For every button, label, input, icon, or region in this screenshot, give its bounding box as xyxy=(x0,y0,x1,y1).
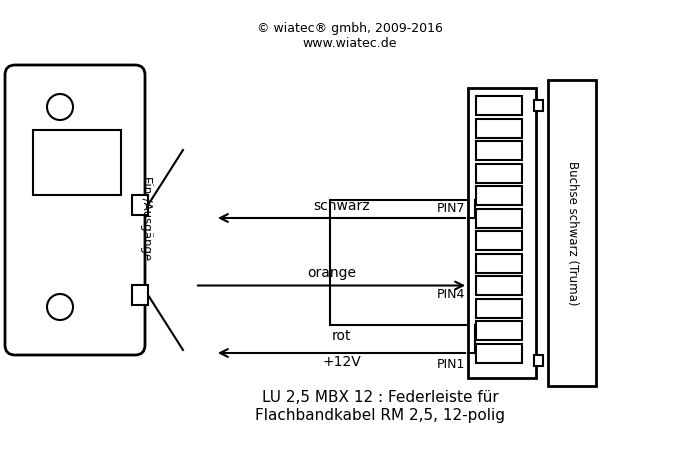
Text: Flachbandkabel RM 2,5, 12-polig: Flachbandkabel RM 2,5, 12-polig xyxy=(255,408,505,423)
Bar xyxy=(132,195,148,215)
Text: PIN1: PIN1 xyxy=(437,358,465,371)
Text: LU 2,5 MBX 12 : Federleiste für: LU 2,5 MBX 12 : Federleiste für xyxy=(262,390,498,405)
Bar xyxy=(33,130,121,195)
Text: PIN4: PIN4 xyxy=(437,287,465,300)
Bar xyxy=(476,118,522,138)
Text: www.wiatec.de: www.wiatec.de xyxy=(302,37,398,50)
Circle shape xyxy=(47,94,73,120)
Bar xyxy=(534,355,543,366)
Circle shape xyxy=(47,294,73,320)
Bar xyxy=(476,186,522,205)
Bar xyxy=(468,88,536,378)
Text: orange: orange xyxy=(307,267,356,280)
Bar xyxy=(476,141,522,160)
Bar xyxy=(476,208,522,227)
Bar xyxy=(476,344,522,363)
Bar xyxy=(476,321,522,340)
Bar xyxy=(534,100,543,111)
Bar xyxy=(330,200,475,325)
Bar xyxy=(476,164,522,182)
FancyBboxPatch shape xyxy=(5,65,145,355)
Text: PIN7: PIN7 xyxy=(437,202,465,215)
Text: Buchse schwarz (Truma): Buchse schwarz (Truma) xyxy=(566,161,578,305)
Text: © wiatec® gmbh, 2009-2016: © wiatec® gmbh, 2009-2016 xyxy=(257,22,443,35)
Text: +12V: +12V xyxy=(322,355,361,369)
Bar xyxy=(476,231,522,250)
Bar xyxy=(476,96,522,115)
Bar xyxy=(476,276,522,295)
Bar xyxy=(476,298,522,317)
Text: rot: rot xyxy=(332,329,351,343)
Text: Ein-/Ausgänge: Ein-/Ausgänge xyxy=(139,177,151,262)
Bar xyxy=(476,254,522,273)
Bar xyxy=(132,285,148,305)
Text: schwarz: schwarz xyxy=(313,199,370,213)
Bar xyxy=(548,80,596,386)
